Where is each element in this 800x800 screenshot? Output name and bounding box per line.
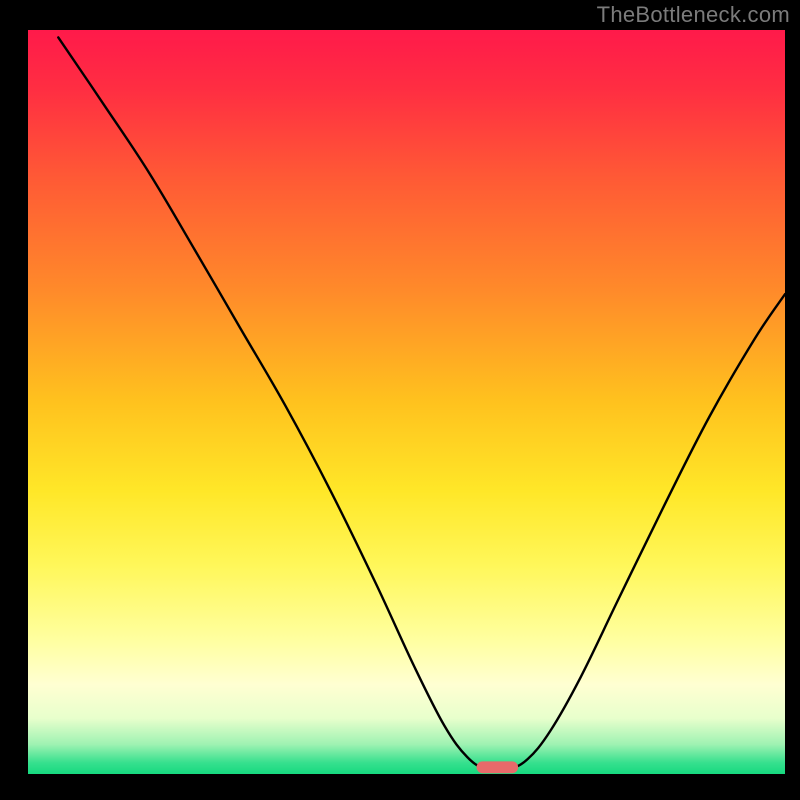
watermark-label: TheBottleneck.com bbox=[597, 2, 790, 28]
chart-svg bbox=[28, 30, 785, 774]
chart-frame: TheBottleneck.com bbox=[0, 0, 800, 800]
plot-area bbox=[28, 30, 785, 774]
gradient-background bbox=[28, 30, 785, 774]
trough-marker bbox=[477, 761, 519, 773]
